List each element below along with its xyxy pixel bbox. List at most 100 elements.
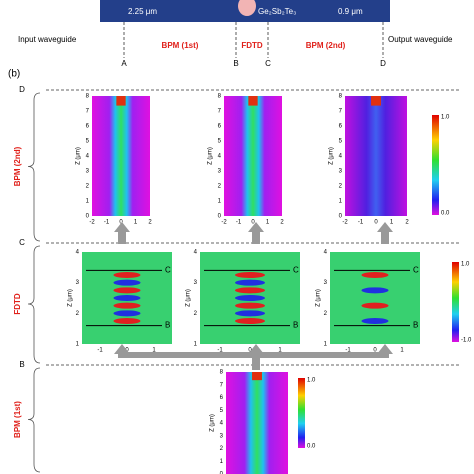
y-tick: 6 xyxy=(339,124,343,130)
colorbar-label: 1.0 xyxy=(461,262,470,268)
arrow-head xyxy=(377,222,393,232)
x-tick: 0 xyxy=(373,348,377,354)
x-tick: -1 xyxy=(97,348,103,354)
x-tick: 2 xyxy=(148,220,152,226)
arrow-shaft xyxy=(118,230,126,244)
arrow-head xyxy=(248,344,264,354)
x-tick: 0 xyxy=(374,220,378,226)
section-label: BPM (2nd) xyxy=(306,41,346,50)
field-map xyxy=(345,96,407,216)
colorbar-label: 0.0 xyxy=(307,444,316,450)
y-tick: 2 xyxy=(339,184,343,190)
field-lobe xyxy=(235,302,265,309)
field-lobe xyxy=(361,302,389,309)
field-lobe xyxy=(113,279,141,286)
y-tick: 4 xyxy=(339,154,343,160)
input-label: Input waveguide xyxy=(18,35,77,44)
x-tick: -2 xyxy=(221,220,227,226)
y-tick: 6 xyxy=(86,124,90,130)
colorbar-label: 1.0 xyxy=(307,378,316,384)
arrow-head xyxy=(377,344,393,354)
y-tick: 7 xyxy=(218,109,222,115)
arrow-shaft xyxy=(252,230,260,244)
y-tick: 2 xyxy=(324,311,328,317)
line-marker: C xyxy=(165,266,171,275)
y-tick: 4 xyxy=(76,250,80,256)
field-map xyxy=(92,96,150,216)
y-tick: 3 xyxy=(339,169,343,175)
y-tick: 3 xyxy=(86,169,90,175)
field-lobe xyxy=(235,279,265,286)
field-map xyxy=(226,372,288,474)
y-tick: 2 xyxy=(218,184,222,190)
y-tick: 6 xyxy=(220,395,224,401)
x-tick: 1 xyxy=(400,348,404,354)
arrow-head xyxy=(114,344,130,354)
y-tick: 8 xyxy=(220,370,224,376)
x-tick: 1 xyxy=(390,220,394,226)
field-lobe xyxy=(113,318,141,324)
y-tick: 3 xyxy=(218,169,222,175)
beam-top xyxy=(116,96,126,106)
y-tick: 4 xyxy=(218,154,222,160)
y-tick: 4 xyxy=(220,421,224,427)
brace xyxy=(27,92,41,242)
x-tick: 1 xyxy=(266,220,270,226)
y-label: Z (μm) xyxy=(329,147,335,165)
y-tick: 2 xyxy=(220,446,224,452)
output-label: Output waveguide xyxy=(388,35,453,44)
y-tick: 1 xyxy=(194,342,198,348)
y-tick: 3 xyxy=(194,280,198,286)
field-lobe xyxy=(113,295,141,301)
gst-cell xyxy=(238,0,256,16)
field-map xyxy=(330,252,420,344)
line-marker: B xyxy=(413,321,418,330)
y-tick: 3 xyxy=(220,433,224,439)
brace xyxy=(27,367,41,473)
y-tick: 6 xyxy=(218,124,222,130)
panel-label: (b) xyxy=(8,69,20,80)
side-marker: D xyxy=(19,85,25,94)
side-marker: C xyxy=(19,238,25,247)
y-tick: 3 xyxy=(76,280,80,286)
section-label: BPM (1st) xyxy=(162,41,199,50)
x-tick: 0 xyxy=(125,348,129,354)
y-tick: 1 xyxy=(339,199,343,205)
line-marker: C xyxy=(293,266,299,275)
y-label: Z (μm) xyxy=(208,147,214,165)
y-tick: 1 xyxy=(76,342,80,348)
beam-top xyxy=(371,96,381,106)
x-tick: -1 xyxy=(217,348,223,354)
marker: D xyxy=(380,59,386,68)
side-marker: B xyxy=(19,360,24,369)
y-tick: 2 xyxy=(76,311,80,317)
colorbar xyxy=(432,115,439,215)
y-tick: 0 xyxy=(218,214,222,220)
marker: B xyxy=(233,59,238,68)
field-map xyxy=(224,96,282,216)
field-lobe xyxy=(235,287,265,294)
y-label: Z (μm) xyxy=(210,414,216,432)
field-lobe xyxy=(113,310,141,317)
marker: A xyxy=(121,59,127,68)
y-label: Z (μm) xyxy=(186,289,192,307)
y-tick: 2 xyxy=(86,184,90,190)
connector xyxy=(252,352,260,370)
y-tick: 5 xyxy=(218,139,222,145)
field-lobe xyxy=(361,318,389,324)
y-tick: 7 xyxy=(220,382,224,388)
field-lobe xyxy=(235,272,265,278)
x-tick: 1 xyxy=(278,348,282,354)
line-marker: B xyxy=(165,321,170,330)
y-tick: 1 xyxy=(218,199,222,205)
field-lobe xyxy=(361,287,389,294)
colorbar-label: 0.0 xyxy=(441,211,450,217)
y-tick: 5 xyxy=(220,408,224,414)
field-lobe xyxy=(235,295,265,301)
y-tick: 2 xyxy=(194,311,198,317)
row-name: BPM (1st) xyxy=(13,401,22,438)
x-tick: 0 xyxy=(251,220,255,226)
y-tick: 1 xyxy=(220,459,224,465)
line-marker: B xyxy=(293,321,298,330)
x-tick: 1 xyxy=(134,220,138,226)
